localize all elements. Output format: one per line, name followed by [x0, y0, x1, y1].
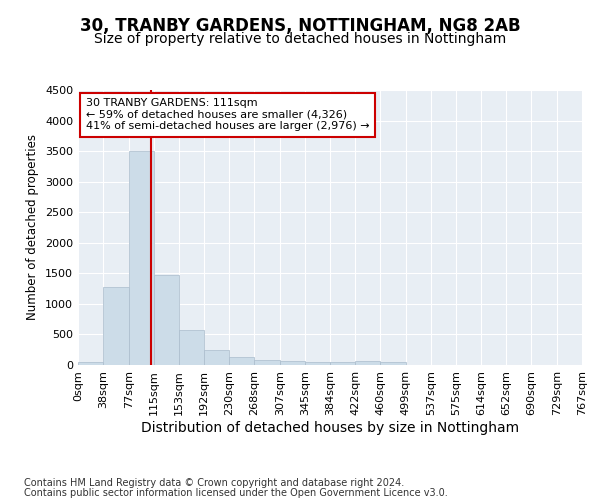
Bar [154, 274, 179, 365]
Bar [355, 360, 380, 365]
Bar [254, 360, 280, 365]
Bar [78, 362, 103, 365]
Bar [380, 362, 406, 365]
Bar [305, 362, 331, 365]
Bar [103, 287, 128, 365]
Bar [128, 151, 154, 365]
Text: 30 TRANBY GARDENS: 111sqm
← 59% of detached houses are smaller (4,326)
41% of se: 30 TRANBY GARDENS: 111sqm ← 59% of detac… [86, 98, 369, 132]
Y-axis label: Number of detached properties: Number of detached properties [26, 134, 40, 320]
Text: 30, TRANBY GARDENS, NOTTINGHAM, NG8 2AB: 30, TRANBY GARDENS, NOTTINGHAM, NG8 2AB [80, 18, 520, 36]
Bar [229, 357, 254, 365]
Text: Size of property relative to detached houses in Nottingham: Size of property relative to detached ho… [94, 32, 506, 46]
Bar [280, 362, 305, 365]
Bar [331, 362, 355, 365]
Text: Contains HM Land Registry data © Crown copyright and database right 2024.: Contains HM Land Registry data © Crown c… [24, 478, 404, 488]
Bar [179, 330, 204, 365]
X-axis label: Distribution of detached houses by size in Nottingham: Distribution of detached houses by size … [141, 420, 519, 434]
Bar [204, 350, 229, 365]
Text: Contains public sector information licensed under the Open Government Licence v3: Contains public sector information licen… [24, 488, 448, 498]
